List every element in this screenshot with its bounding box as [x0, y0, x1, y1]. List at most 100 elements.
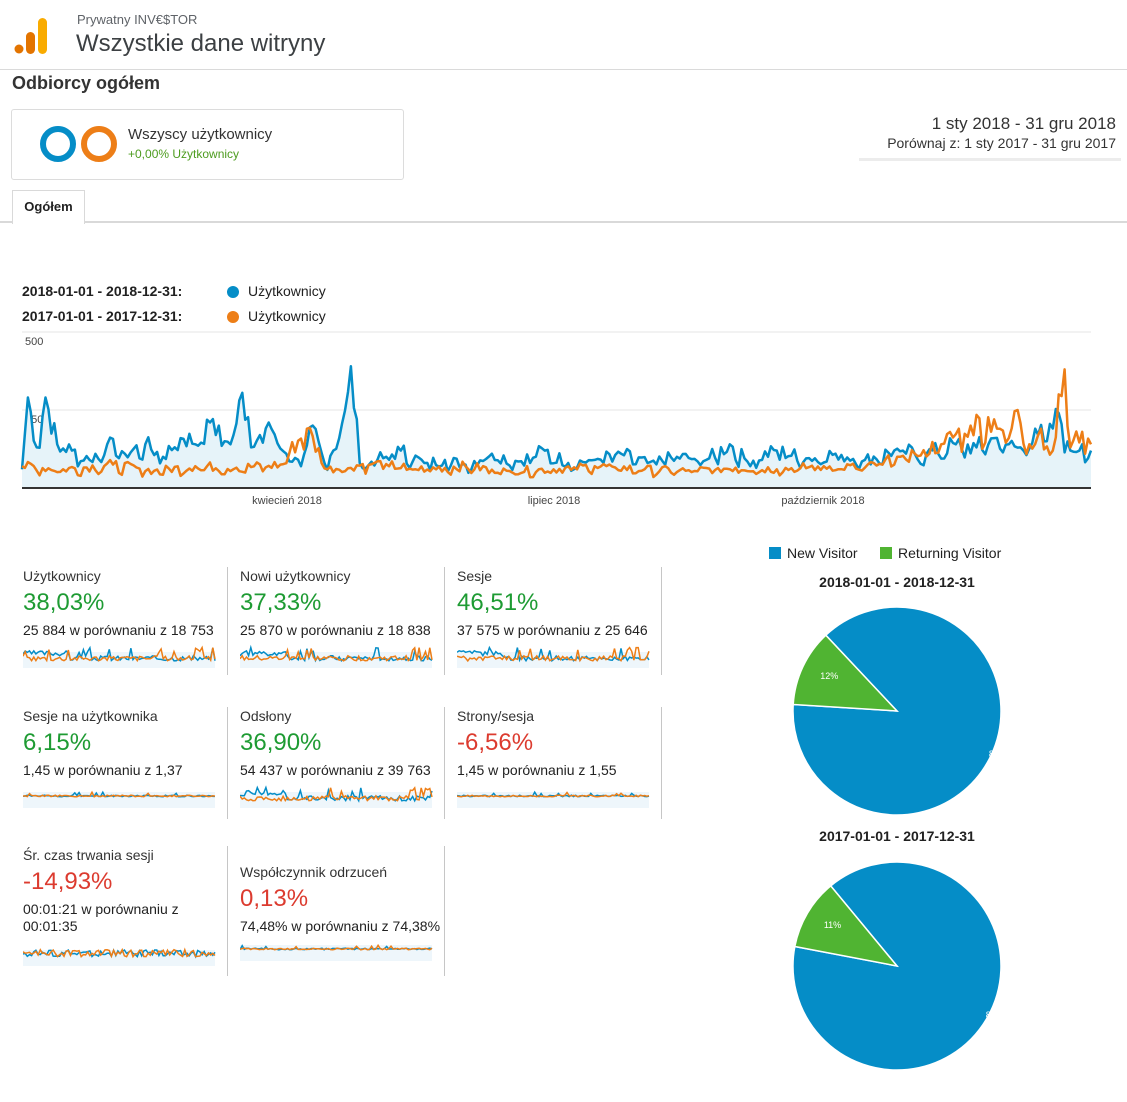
metric-change: 0,13% — [240, 885, 309, 912]
pie-slice-label: 89% — [986, 1010, 1004, 1020]
pie-chart-current[interactable]: 88% 12% — [782, 596, 1012, 826]
metric-users[interactable]: Użytkownicy 38,03% 25 884 w porównaniu z… — [23, 568, 233, 678]
metric-comparison: 1,45 w porównaniu z 1,55 — [457, 762, 617, 778]
pie-slice-label: 12% — [820, 671, 838, 681]
segment-name: Wszyscy użytkownicy — [128, 126, 273, 143]
metric-change: -6,56% — [457, 729, 534, 756]
metric-name: Współczynnik odrzuceń — [240, 864, 388, 880]
metric-change: -14,93% — [23, 868, 113, 895]
metric-sessions[interactable]: Sesje 46,51% 37 575 w porównaniu z 25 64… — [457, 568, 667, 678]
segment-ring-previous-icon — [81, 126, 117, 162]
analytics-bars-icon[interactable] — [14, 18, 48, 54]
pie-slice-label: 88% — [989, 749, 1007, 759]
pie-legend-returning[interactable]: Returning Visitor — [880, 545, 1001, 561]
sparkline-previous — [457, 791, 650, 798]
metric-name: Nowi użytkownicy — [240, 568, 351, 584]
metric-divider — [661, 567, 662, 675]
metric-divider — [227, 846, 228, 976]
legend-label-new: New Visitor — [787, 545, 858, 561]
pie-slice-returning-visitor[interactable] — [792, 634, 899, 712]
sparkline-bg — [23, 792, 215, 808]
metric-sparkline — [240, 785, 433, 808]
segment-change: +0,00% Użytkownicy — [128, 147, 240, 161]
metric-comparison: 1,45 w porównaniu z 1,37 — [23, 762, 183, 778]
metric-divider — [227, 567, 228, 675]
legend-dot-previous — [227, 311, 239, 323]
sparkline-previous — [240, 943, 433, 951]
series-area-current — [22, 366, 1091, 488]
metric-avg-session-duration[interactable]: Śr. czas trwania sesji -14,93% 00:01:21 … — [23, 847, 233, 966]
series-line-previous — [21, 368, 1093, 479]
metric-name: Odsłony — [240, 708, 292, 724]
segment-card[interactable]: Wszyscy użytkownicy +0,00% Użytkownicy — [11, 109, 404, 180]
metric-change: 37,33% — [240, 589, 322, 616]
metric-divider — [227, 707, 228, 819]
tab-bar: Ogółem — [0, 190, 1127, 224]
sparkline-previous — [23, 645, 216, 663]
account-name[interactable]: Prywatny INV€$TOR — [77, 12, 198, 27]
metric-new-users[interactable]: Nowi użytkownicy 37,33% 25 870 w porówna… — [240, 568, 450, 678]
app-header: Prywatny INV€$TOR Wszystkie dane witryny — [0, 0, 1127, 70]
date-range-main: 1 sty 2018 - 31 gru 2018 — [931, 114, 1116, 133]
x-tick-label: październik 2018 — [781, 495, 864, 507]
legend-range-current: 2018-01-01 - 2018-12-31: — [22, 283, 183, 299]
legend-label-returning: Returning Visitor — [898, 545, 1002, 561]
metric-change: 46,51% — [457, 589, 539, 616]
users-line-chart[interactable]: 500 250 kwiecień 2018 lipiec 2018 paździ… — [0, 330, 1127, 515]
pie-slice-label: 11% — [824, 920, 841, 930]
sparkline-previous — [457, 646, 650, 663]
date-range-picker[interactable]: 1 sty 2018 - 31 gru 2018 Porównaj z: 1 s… — [859, 113, 1121, 161]
metric-name: Sesje na użytkownika — [23, 708, 158, 724]
metric-change: 38,03% — [23, 589, 105, 616]
metric-sparkline — [457, 790, 650, 808]
metric-sessions-per-user[interactable]: Sesje na użytkownika 6,15% 1,45 w porówn… — [23, 708, 233, 818]
x-tick-label: kwiecień 2018 — [252, 495, 322, 507]
metric-pageviews[interactable]: Odsłony 36,90% 54 437 w porównaniu z 39 … — [240, 708, 450, 818]
metric-bounce-rate[interactable]: Współczynnik odrzuceń 0,13% 74,48% w por… — [240, 864, 450, 974]
metric-sparkline — [23, 947, 216, 966]
pie-chart-previous[interactable]: 89% 11% — [782, 851, 1012, 1081]
tab-overview[interactable]: Ogółem — [12, 190, 85, 224]
metric-change: 36,90% — [240, 729, 322, 756]
sparkline-previous — [23, 947, 216, 959]
sparkline-previous — [240, 646, 433, 662]
legend-swatch-returning — [880, 547, 892, 559]
pie-title-previous: 2017-01-01 - 2017-12-31 — [819, 828, 975, 844]
view-selector[interactable]: Wszystkie dane witryny — [76, 30, 326, 57]
sparkline-bg — [240, 945, 432, 961]
sparkline-bg — [240, 652, 432, 668]
metric-sparkline — [240, 644, 433, 668]
legend-dot-current — [227, 286, 239, 298]
legend-swatch-new — [769, 547, 781, 559]
metric-comparison: 37 575 w porównaniu z 25 646 — [457, 622, 648, 638]
metric-divider — [444, 707, 445, 819]
page-title: Odbiorcy ogółem — [12, 73, 161, 93]
pie-legend-new[interactable]: New Visitor — [769, 545, 858, 561]
metric-comparison: 25 870 w porównaniu z 18 838 — [240, 622, 431, 638]
metric-sparkline — [23, 645, 216, 668]
y-tick-label: 500 — [25, 336, 43, 348]
metric-divider — [444, 846, 445, 976]
metric-name: Śr. czas trwania sesji — [23, 847, 154, 863]
sparkline-current — [240, 644, 433, 663]
metric-comparison: 74,48% w porównaniu z 74,38% — [240, 918, 441, 934]
metric-sparkline — [457, 645, 650, 668]
metric-name: Sesje — [457, 568, 493, 584]
metric-comparison: 00:01:21 w porównaniu z 00:01:35 — [23, 901, 179, 934]
pie-title-current: 2018-01-01 - 2018-12-31 — [819, 574, 975, 590]
metric-divider — [661, 707, 662, 819]
metric-sparkline — [23, 790, 216, 808]
pie-slice-returning-visitor[interactable] — [793, 884, 899, 968]
metric-divider — [444, 567, 445, 675]
metric-pages-per-session[interactable]: Strony/sesja -6,56% 1,45 w porównaniu z … — [457, 708, 667, 818]
legend-metric-current[interactable]: Użytkownicy — [248, 283, 326, 299]
metric-sparkline — [240, 943, 433, 961]
sparkline-previous — [23, 790, 216, 798]
date-range-compare: Porównaj z: 1 sty 2017 - 31 gru 2017 — [887, 135, 1116, 151]
metric-name: Użytkownicy — [23, 568, 101, 584]
metric-comparison: 54 437 w porównaniu z 39 763 — [240, 762, 431, 778]
x-tick-label: lipiec 2018 — [528, 495, 581, 507]
chart-series-group — [20, 365, 1093, 488]
legend-metric-previous[interactable]: Użytkownicy — [248, 308, 326, 324]
segment-ring-current-icon — [40, 126, 76, 162]
